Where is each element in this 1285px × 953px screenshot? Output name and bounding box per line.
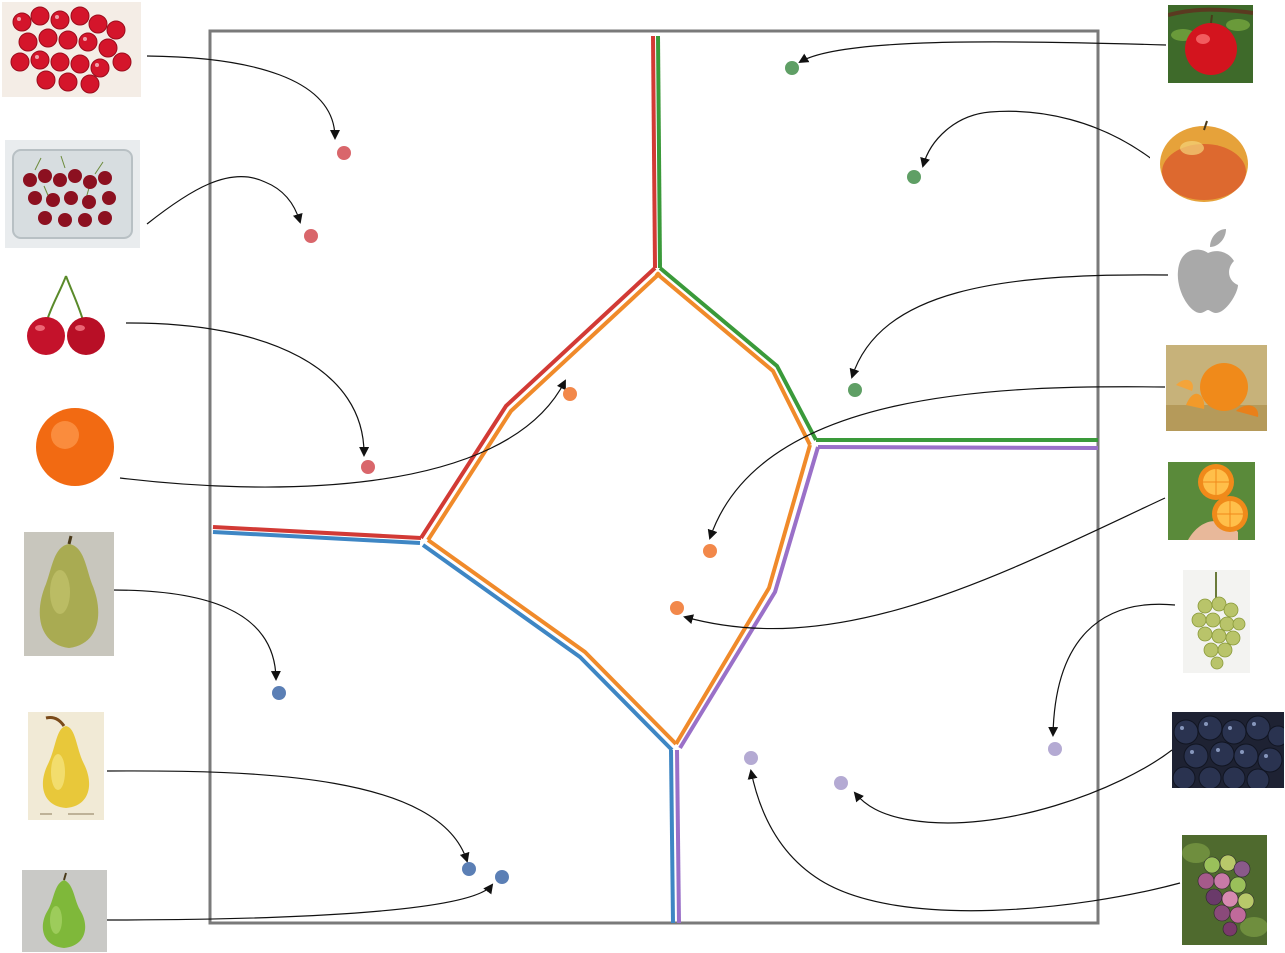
apple-yellow-red-thumbnail xyxy=(1150,112,1257,207)
boundary-cherry-pear-red xyxy=(212,525,422,540)
grapes-mixed-thumbnail xyxy=(1182,835,1267,945)
boundary-pear-orange-orange xyxy=(426,538,678,746)
orange-peeled-thumbnail xyxy=(1166,345,1267,431)
arrow-pear-drawing xyxy=(106,770,470,863)
grapes-dark-thumbnail xyxy=(1172,712,1284,788)
point-apple-tree xyxy=(785,61,799,75)
boundary-apple-grape-purple xyxy=(817,445,1099,450)
boundary-pear-orange-blue xyxy=(421,543,674,752)
arrow-cherries-pile xyxy=(146,55,340,140)
cherries-box-thumbnail xyxy=(5,140,140,248)
boundary-cherry-apple-red xyxy=(651,35,657,269)
boundary-orange-grape-purple xyxy=(678,446,820,750)
pear-small-icon xyxy=(22,870,107,952)
orange-whole-thumbnail xyxy=(32,402,118,488)
pear-illustration-icon xyxy=(28,712,104,820)
point-orange-whole xyxy=(563,387,577,401)
point-apple-logo xyxy=(848,383,862,397)
fruit-points xyxy=(272,61,1062,884)
boundary-apple-orange-orange xyxy=(654,271,812,446)
arrow-apple-logo xyxy=(849,274,1169,379)
arrow-grapes-mixed xyxy=(747,769,1181,912)
pear-icon xyxy=(24,532,114,656)
mixed-grapes-icon xyxy=(1182,835,1267,945)
point-cherries-box xyxy=(304,229,318,243)
boundary-apple-orange-green xyxy=(658,266,818,441)
arrow-grapes-dark xyxy=(853,749,1173,824)
boundary-pear-grape-blue xyxy=(669,749,675,924)
arrow-orange-halves xyxy=(683,497,1166,630)
orange-icon xyxy=(32,402,118,488)
boundary-orange-grape-orange xyxy=(674,444,812,746)
red-apple-icon xyxy=(1168,5,1253,83)
point-pear-drawing xyxy=(462,862,476,876)
dark-grapes-icon xyxy=(1172,712,1284,788)
boundary-cherry-apple-green xyxy=(656,35,662,269)
arrow-pear-small xyxy=(106,883,494,921)
arrow-cherries-box xyxy=(146,176,303,225)
point-cherry-pair xyxy=(361,460,375,474)
point-orange-peeled xyxy=(703,544,717,558)
apple-logo-icon xyxy=(1172,225,1244,317)
point-cherries-pile xyxy=(337,146,351,160)
boundary-cherry-pear-blue xyxy=(212,530,421,545)
point-grapes-mixed xyxy=(744,751,758,765)
cherries-pile-icon xyxy=(2,2,141,97)
boundary-cherry-orange-orange xyxy=(426,271,662,542)
cherries-pile-thumbnail xyxy=(2,2,141,97)
boundary-pear-grape-purple xyxy=(675,749,681,924)
apple-logo-thumbnail xyxy=(1172,225,1244,317)
apple-tree-thumbnail xyxy=(1168,5,1253,83)
region-boundaries xyxy=(212,35,1099,924)
pear-green-thumbnail xyxy=(24,532,114,656)
point-grapes-green xyxy=(1048,742,1062,756)
cherry-pair-thumbnail xyxy=(20,272,112,364)
connector-arrows xyxy=(106,41,1181,921)
point-grapes-dark xyxy=(834,776,848,790)
point-pear-green xyxy=(272,686,286,700)
cherry-pair-icon xyxy=(20,272,112,364)
arrow-orange-peeled xyxy=(707,386,1166,540)
orange-peel-painting-icon xyxy=(1166,345,1267,431)
cherries-box-icon xyxy=(5,140,140,248)
boundary-cherry-orange-red xyxy=(419,266,657,540)
orange-halves-icon xyxy=(1168,462,1255,540)
arrow-apple-tree xyxy=(798,41,1167,64)
point-apple-yellow-red xyxy=(907,170,921,184)
point-orange-halves xyxy=(670,601,684,615)
orange-halves-thumbnail xyxy=(1168,462,1255,540)
arrow-pear-green xyxy=(111,589,281,681)
arrow-cherry-pair xyxy=(125,322,370,457)
arrow-orange-whole xyxy=(119,379,566,488)
point-pear-small xyxy=(495,870,509,884)
green-grapes-icon xyxy=(1183,570,1250,673)
plot-frame xyxy=(208,29,1100,925)
pear-drawing-thumbnail xyxy=(28,712,104,820)
arrow-grapes-green xyxy=(1048,603,1176,737)
pear-small-thumbnail xyxy=(22,870,107,952)
apple-icon xyxy=(1150,112,1257,207)
arrow-apple-yellow-red xyxy=(920,110,1154,168)
grapes-green-thumbnail xyxy=(1183,570,1250,673)
